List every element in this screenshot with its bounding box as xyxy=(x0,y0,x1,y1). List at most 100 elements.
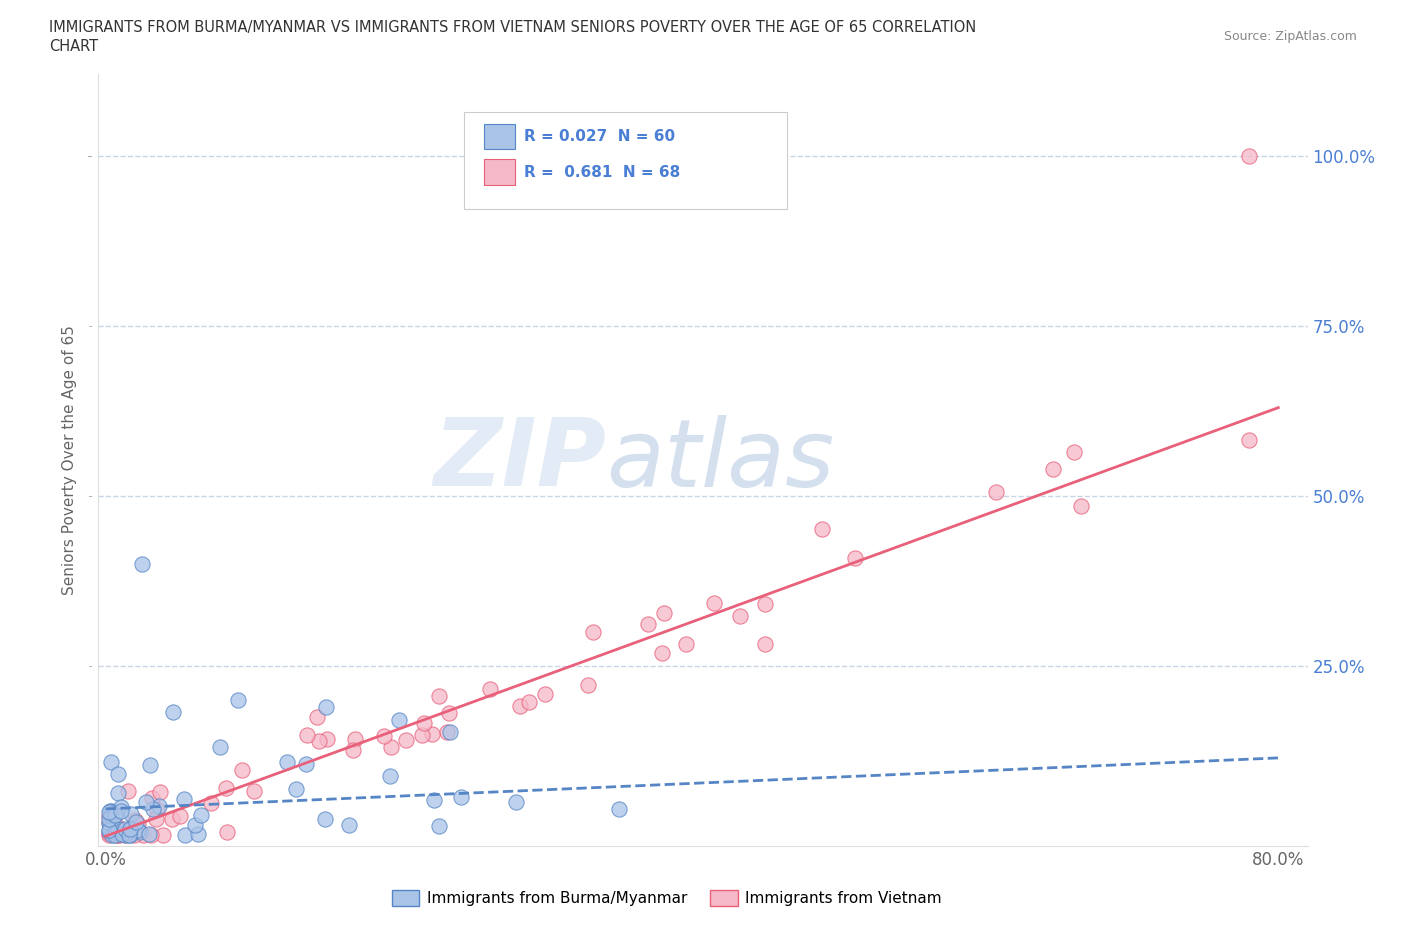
Point xyxy=(142,801,165,816)
Point xyxy=(479,682,502,697)
Point xyxy=(215,825,238,840)
Point xyxy=(97,811,120,826)
Point xyxy=(754,636,776,651)
Point xyxy=(129,825,152,840)
Point xyxy=(115,828,138,843)
Text: IMMIGRANTS FROM BURMA/MYANMAR VS IMMIGRANTS FROM VIETNAM SENIORS POVERTY OVER TH: IMMIGRANTS FROM BURMA/MYANMAR VS IMMIGRA… xyxy=(49,20,976,35)
Point xyxy=(110,800,132,815)
Point xyxy=(243,783,266,798)
Point xyxy=(517,695,540,710)
Point xyxy=(754,597,776,612)
Point xyxy=(131,557,153,572)
Point xyxy=(295,756,318,771)
Point xyxy=(231,763,253,777)
Point xyxy=(107,819,129,834)
Point xyxy=(728,608,751,623)
Point xyxy=(226,693,249,708)
Point xyxy=(607,802,630,817)
Point xyxy=(1063,445,1085,459)
Point xyxy=(1042,461,1064,476)
Point xyxy=(101,828,124,843)
Point xyxy=(97,823,120,838)
Point xyxy=(104,825,127,840)
Point xyxy=(98,804,121,818)
Point xyxy=(174,827,197,842)
Point xyxy=(100,812,122,827)
Point xyxy=(305,710,328,724)
Point xyxy=(97,804,120,819)
Text: Source: ZipAtlas.com: Source: ZipAtlas.com xyxy=(1223,30,1357,43)
Point xyxy=(436,724,458,739)
Point xyxy=(703,595,725,610)
Point xyxy=(97,816,120,830)
Point xyxy=(107,821,129,836)
Point xyxy=(427,689,450,704)
Point xyxy=(1070,499,1092,514)
Point xyxy=(297,728,319,743)
Point xyxy=(342,742,364,757)
Point xyxy=(380,739,402,754)
Point xyxy=(675,636,697,651)
Point xyxy=(107,766,129,781)
Point xyxy=(169,809,191,824)
Point xyxy=(582,625,605,640)
Point xyxy=(149,784,172,799)
Legend: Immigrants from Burma/Myanmar, Immigrants from Vietnam: Immigrants from Burma/Myanmar, Immigrant… xyxy=(385,884,948,912)
Point xyxy=(98,816,121,830)
Point xyxy=(114,826,136,841)
Point xyxy=(314,812,336,827)
Point xyxy=(98,822,121,837)
Point xyxy=(125,815,148,830)
Point xyxy=(146,802,169,817)
Point xyxy=(138,827,160,842)
Point xyxy=(651,645,673,660)
Point xyxy=(316,732,339,747)
Point xyxy=(114,828,136,843)
Point xyxy=(378,769,401,784)
Point xyxy=(276,754,298,769)
Point xyxy=(373,728,395,743)
Point xyxy=(183,817,205,832)
Point xyxy=(145,812,167,827)
Point xyxy=(534,686,557,701)
Point xyxy=(652,605,675,620)
Point xyxy=(114,822,136,837)
Point xyxy=(162,705,184,720)
Point xyxy=(132,828,155,843)
Point xyxy=(395,732,418,747)
Point xyxy=(97,822,120,837)
Text: R = 0.027  N = 60: R = 0.027 N = 60 xyxy=(524,129,675,144)
Point xyxy=(208,739,231,754)
Text: CHART: CHART xyxy=(49,39,98,54)
Point xyxy=(97,808,120,823)
Point xyxy=(160,811,183,826)
Point xyxy=(104,828,127,843)
Point xyxy=(104,828,127,843)
Point xyxy=(127,817,149,831)
Point xyxy=(187,826,209,841)
Point xyxy=(118,821,141,836)
Point xyxy=(100,755,122,770)
Point xyxy=(411,727,433,742)
Point xyxy=(107,827,129,842)
Point xyxy=(420,726,443,741)
Point xyxy=(97,825,120,840)
Point xyxy=(117,783,139,798)
Point xyxy=(1237,149,1260,164)
Point xyxy=(107,828,129,843)
Point xyxy=(97,828,120,843)
Point xyxy=(100,804,122,819)
Text: ZIP: ZIP xyxy=(433,415,606,506)
Point xyxy=(343,731,366,746)
Point xyxy=(637,617,659,631)
Point xyxy=(139,828,162,843)
Point xyxy=(576,678,599,693)
Point xyxy=(1237,432,1260,447)
Point xyxy=(450,790,472,804)
Point xyxy=(152,828,174,843)
Point xyxy=(118,828,141,843)
Point xyxy=(100,804,122,818)
Text: R =  0.681  N = 68: R = 0.681 N = 68 xyxy=(524,165,681,179)
Point xyxy=(984,485,1007,499)
Point xyxy=(127,823,149,838)
